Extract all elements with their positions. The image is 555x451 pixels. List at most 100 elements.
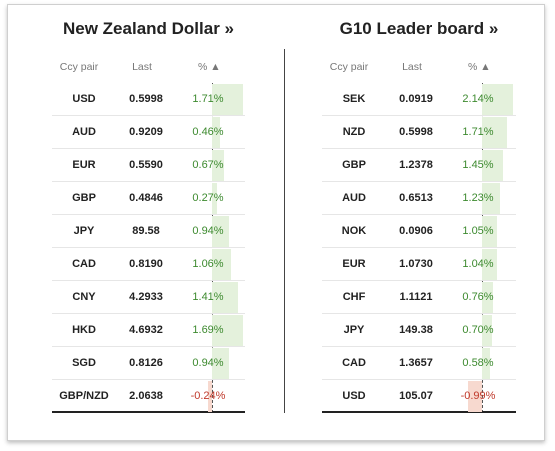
table-row[interactable]: AUD 0.9209 0.46% [52, 116, 245, 149]
last-price-cell: 0.9209 [129, 126, 163, 138]
ccy-pair-cell: USD [72, 93, 96, 105]
ccy-pair-cell: AUD [72, 126, 96, 138]
ccy-pair-cell: SGD [72, 357, 96, 369]
ccy-pair-cell: AUD [342, 192, 366, 204]
change-pct-cell: 2.14% [462, 93, 494, 105]
change-pct-cell: 1.05% [462, 225, 494, 237]
nzd-panel-title-link[interactable]: New Zealand Dollar » [63, 19, 234, 38]
change-pct-cell: 0.27% [192, 192, 224, 204]
g10-table-header: Ccy pair Last % ▲ [322, 61, 516, 75]
header-last: Last [132, 61, 152, 73]
change-pct-cell: 1.71% [462, 126, 494, 138]
table-row[interactable]: EUR 0.5590 0.67% [52, 149, 245, 182]
g10-panel-title-link[interactable]: G10 Leader board » [339, 19, 499, 38]
last-price-cell: 149.38 [399, 324, 433, 336]
change-pct-cell: 1.04% [462, 258, 494, 270]
change-bar [212, 282, 238, 313]
ccy-pair-cell: EUR [72, 159, 96, 171]
change-pct-cell: 0.76% [462, 291, 494, 303]
change-bar [482, 315, 493, 346]
change-pct-cell: 0.67% [192, 159, 224, 171]
ccy-pair-cell: CHF [342, 291, 366, 303]
change-bar [212, 117, 221, 148]
table-row[interactable]: USD 0.5998 1.71% [52, 83, 245, 116]
table-row[interactable]: NOK 0.0906 1.05% [322, 215, 516, 248]
change-pct-cell: 0.94% [192, 225, 224, 237]
nzd-table-body: USD 0.5998 1.71% AUD 0.9209 0.46% EUR 0.5590 0.6… [52, 83, 245, 413]
last-price-cell: 1.1121 [399, 291, 433, 303]
change-bar [212, 183, 217, 214]
ccy-pair-cell: SEK [342, 93, 366, 105]
zero-line [482, 83, 483, 413]
change-bar [212, 249, 232, 280]
table-row[interactable]: JPY 89.58 0.94% [52, 215, 245, 248]
header-pct-sort[interactable]: % ▲ [468, 61, 491, 73]
last-price-cell: 0.0906 [399, 225, 433, 237]
ccy-pair-cell: USD [342, 390, 366, 402]
g10-table-body: SEK 0.0919 2.14% NZD 0.5998 1.71% GBP 1.2378 1.4… [322, 83, 516, 413]
ccy-pair-cell: NZD [342, 126, 366, 138]
change-bar [467, 381, 482, 412]
last-price-cell: 0.5998 [399, 126, 433, 138]
table-row[interactable]: HKD 4.6932 1.69% [52, 314, 245, 347]
last-price-cell: 0.8190 [129, 258, 163, 270]
last-price-cell: 1.0730 [399, 258, 433, 270]
change-bar [482, 150, 503, 181]
table-row[interactable]: CNY 4.2933 1.41% [52, 281, 245, 314]
change-pct-cell: -0.24% [190, 390, 226, 402]
last-price-cell: 4.6932 [129, 324, 163, 336]
change-pct-cell: 0.46% [192, 126, 224, 138]
widget-frame: New Zealand Dollar » Ccy pair Last % ▲ U… [7, 4, 545, 441]
change-pct-cell: 0.94% [192, 357, 224, 369]
last-price-cell: 4.2933 [129, 291, 163, 303]
table-row[interactable]: SGD 0.8126 0.94% [52, 347, 245, 380]
nzd-table-header: Ccy pair Last % ▲ [52, 61, 245, 75]
last-price-cell: 0.8126 [129, 357, 163, 369]
change-pct-cell: 0.70% [462, 324, 494, 336]
ccy-pair-cell: GBP [342, 159, 366, 171]
change-bar [482, 249, 498, 280]
change-pct-cell: 1.69% [192, 324, 224, 336]
ccy-pair-cell: JPY [73, 225, 95, 237]
change-bar [212, 84, 243, 115]
change-pct-cell: 1.45% [462, 159, 494, 171]
ccy-pair-cell: NOK [341, 225, 367, 237]
table-row[interactable]: SEK 0.0919 2.14% [322, 83, 516, 116]
last-price-cell: 2.0638 [129, 390, 163, 402]
ccy-pair-cell: CNY [72, 291, 96, 303]
ccy-pair-cell: CAD [72, 258, 96, 270]
table-row[interactable]: GBP 1.2378 1.45% [322, 149, 516, 182]
change-pct-cell: 1.41% [192, 291, 224, 303]
change-pct-cell: 1.23% [462, 192, 494, 204]
change-pct-cell: -0.99% [460, 390, 496, 402]
table-row[interactable]: CAD 0.8190 1.06% [52, 248, 245, 281]
table-row[interactable]: NZD 0.5998 1.71% [322, 116, 516, 149]
table-row[interactable]: GBP/NZD 2.0638 -0.24% [52, 380, 245, 413]
header-ccy-pair: Ccy pair [329, 61, 369, 73]
change-bar [482, 348, 491, 379]
change-bar [482, 216, 498, 247]
table-row[interactable]: GBP 0.4846 0.27% [52, 182, 245, 215]
last-price-cell: 0.6513 [399, 192, 433, 204]
change-bar [212, 348, 230, 379]
table-row[interactable]: CAD 1.3657 0.58% [322, 347, 516, 380]
ccy-pair-cell: HKD [72, 324, 96, 336]
change-bar [482, 282, 493, 313]
last-price-cell: 105.07 [399, 390, 433, 402]
table-row[interactable]: EUR 1.0730 1.04% [322, 248, 516, 281]
change-bar [482, 84, 513, 115]
header-pct-sort[interactable]: % ▲ [198, 61, 221, 73]
change-bar [212, 315, 243, 346]
last-price-cell: 0.4846 [129, 192, 163, 204]
change-bar [212, 150, 225, 181]
header-ccy-pair: Ccy pair [59, 61, 99, 73]
table-row[interactable]: CHF 1.1121 0.76% [322, 281, 516, 314]
table-row[interactable]: AUD 0.6513 1.23% [322, 182, 516, 215]
table-row[interactable]: USD 105.07 -0.99% [322, 380, 516, 413]
change-pct-cell: 1.71% [192, 93, 224, 105]
last-price-cell: 1.3657 [399, 357, 433, 369]
ccy-pair-cell: EUR [342, 258, 366, 270]
change-pct-cell: 0.58% [462, 357, 494, 369]
table-row[interactable]: JPY 149.38 0.70% [322, 314, 516, 347]
change-pct-cell: 1.06% [192, 258, 224, 270]
